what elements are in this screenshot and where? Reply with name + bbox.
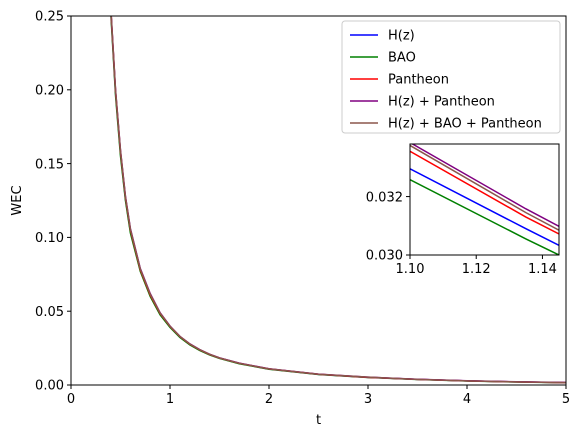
inset-y-tick-label: 0.030 [366, 249, 403, 264]
legend-label: H(z) + BAO + Pantheon [388, 117, 542, 132]
main-y-ticks: 0.00 0.05 0.10 0.15 0.20 0.25 [35, 10, 71, 394]
inset-series-h-z-bao-pantheon [410, 144, 559, 231]
inset-series-pantheon [410, 150, 559, 235]
main-x-tick-label: 3 [364, 392, 372, 407]
legend-item-h-z: H(z) [350, 29, 415, 44]
legend-label: H(z) [388, 29, 415, 44]
legend: H(z) BAO Pantheon H(z) + Pantheon H(z) + BAO… [341, 20, 561, 134]
inset-plot: 1.10 1.12 1.14 0.030 0.032 [366, 143, 560, 277]
inset-x-tick-label: 1.10 [396, 262, 425, 277]
inset-series-bao [410, 178, 559, 255]
main-x-tick-label: 1 [166, 392, 174, 407]
main-lines [110, 16, 566, 384]
legend-label: H(z) + Pantheon [388, 95, 495, 110]
inset-x-ticks: 1.10 1.12 1.14 [396, 255, 557, 277]
legend-label: BAO [388, 51, 416, 66]
main-x-tick-label: 0 [67, 392, 75, 407]
main-x-ticks: 0 1 2 3 4 5 [67, 385, 570, 407]
legend-item-h-z-pantheon: H(z) + Pantheon [350, 95, 495, 110]
legend-item-h-z-bao-pantheon: H(z) + BAO + Pantheon [350, 117, 542, 132]
inset-series-h-z-pantheon [411, 144, 559, 228]
inset-series-h-z [410, 168, 559, 247]
main-x-tick-label: 2 [265, 392, 273, 407]
inset-lines [410, 144, 559, 255]
main-series-h-z-bao-pantheon [110, 16, 566, 384]
main-y-tick-label: 0.10 [35, 231, 64, 246]
main-x-tick-label: 5 [562, 392, 570, 407]
inset-background [410, 144, 559, 255]
inset-y-ticks: 0.030 0.032 [366, 190, 410, 264]
y-axis-label: WEC [10, 185, 25, 215]
legend-item-bao: BAO [350, 51, 416, 66]
legend-label: Pantheon [388, 73, 449, 88]
main-x-tick-label: 4 [463, 392, 471, 407]
main-plot-frame [70, 15, 567, 386]
main-y-tick-label: 0.15 [35, 157, 64, 172]
main-y-tick-label: 0.05 [35, 305, 64, 320]
inset-y-tick-label: 0.032 [366, 190, 403, 205]
main-y-tick-label: 0.25 [35, 10, 64, 25]
main-y-tick-label: 0.20 [35, 83, 64, 98]
inset-x-tick-label: 1.12 [462, 262, 491, 277]
x-axis-label: t [316, 413, 321, 428]
main-plot: 0 1 2 3 4 5 0.00 0.05 0.10 0.15 0.20 0.25 t WEC [10, 10, 570, 428]
legend-frame [341, 20, 561, 134]
inset-frame [409, 143, 560, 256]
main-y-tick-label: 0.00 [35, 379, 64, 394]
legend-item-pantheon: Pantheon [350, 73, 449, 88]
inset-x-tick-label: 1.14 [528, 262, 557, 277]
